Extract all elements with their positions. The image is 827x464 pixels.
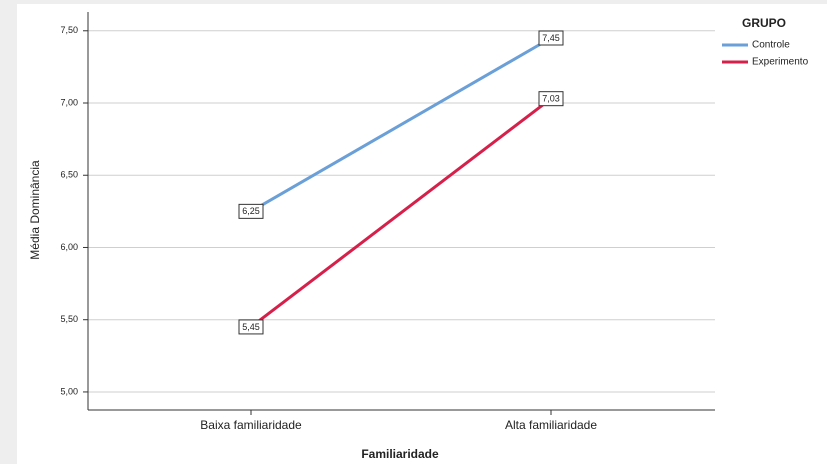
value-label-box (238, 203, 264, 219)
value-label: 7,03 (542, 94, 560, 104)
y-tick-label: 5,50 (60, 314, 78, 324)
series-line (250, 36, 552, 213)
series-line (250, 97, 552, 329)
x-axis-label: Familiaridade (361, 447, 439, 461)
value-label-box (538, 91, 564, 107)
y-axis-label: Média Dominância (28, 160, 42, 260)
y-tick-label: 5,00 (60, 386, 78, 396)
value-label: 6,25 (242, 206, 260, 216)
value-label: 7,45 (542, 33, 560, 43)
legend-title: GRUPO (742, 16, 786, 30)
y-tick-label: 7,00 (60, 97, 78, 107)
value-label-box (238, 319, 264, 335)
value-label: 5,45 (242, 322, 260, 332)
chart-background (17, 4, 827, 464)
x-tick-label: Alta familiaridade (505, 418, 597, 432)
x-tick-label: Baixa familiaridade (200, 418, 302, 432)
y-tick-label: 6,00 (60, 242, 78, 252)
y-tick-label: 6,50 (60, 170, 78, 180)
legend-label: Experimento (752, 57, 809, 68)
y-tick-label: 7,50 (60, 25, 78, 35)
value-label-box (538, 30, 564, 46)
legend-label: Controle (752, 40, 790, 51)
